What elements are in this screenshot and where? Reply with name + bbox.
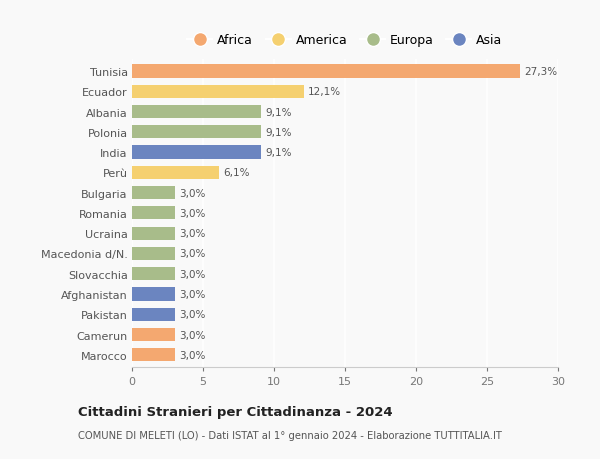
Bar: [132, 288, 175, 301]
Text: 3,0%: 3,0%: [179, 269, 205, 279]
Text: 3,0%: 3,0%: [179, 289, 205, 299]
Bar: [132, 187, 175, 200]
Bar: [132, 207, 175, 220]
Bar: [132, 247, 175, 260]
Text: 3,0%: 3,0%: [179, 208, 205, 218]
Text: 3,0%: 3,0%: [179, 350, 205, 360]
Bar: [132, 268, 175, 281]
Text: 9,1%: 9,1%: [265, 148, 292, 158]
Text: 12,1%: 12,1%: [308, 87, 341, 97]
Bar: [132, 167, 218, 179]
Text: 6,1%: 6,1%: [223, 168, 250, 178]
Bar: [132, 308, 175, 321]
Text: 27,3%: 27,3%: [524, 67, 557, 77]
Text: 3,0%: 3,0%: [179, 330, 205, 340]
Bar: [132, 65, 520, 78]
Bar: [132, 146, 261, 159]
Text: 3,0%: 3,0%: [179, 229, 205, 239]
Text: Cittadini Stranieri per Cittadinanza - 2024: Cittadini Stranieri per Cittadinanza - 2…: [78, 405, 392, 419]
Bar: [132, 227, 175, 240]
Legend: Africa, America, Europa, Asia: Africa, America, Europa, Asia: [182, 29, 508, 52]
Text: 3,0%: 3,0%: [179, 310, 205, 319]
Text: 9,1%: 9,1%: [265, 107, 292, 117]
Text: 3,0%: 3,0%: [179, 188, 205, 198]
Bar: [132, 106, 261, 119]
Text: COMUNE DI MELETI (LO) - Dati ISTAT al 1° gennaio 2024 - Elaborazione TUTTITALIA.: COMUNE DI MELETI (LO) - Dati ISTAT al 1°…: [78, 431, 502, 440]
Bar: [132, 126, 261, 139]
Text: 9,1%: 9,1%: [265, 128, 292, 138]
Text: 3,0%: 3,0%: [179, 249, 205, 259]
Bar: [132, 85, 304, 99]
Bar: [132, 348, 175, 362]
Bar: [132, 328, 175, 341]
